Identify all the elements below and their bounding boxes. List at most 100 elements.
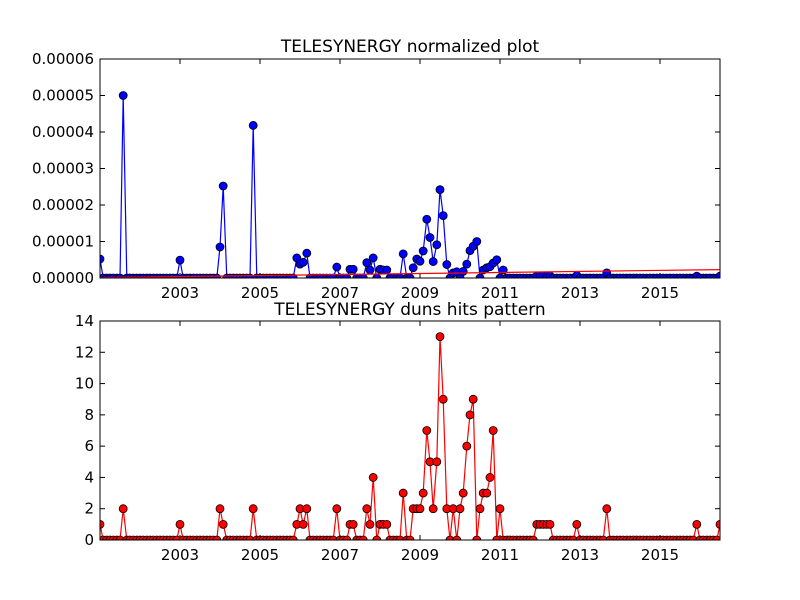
normalized-series-point xyxy=(715,271,720,278)
plot-border xyxy=(99,58,721,279)
hits-series-point xyxy=(365,519,375,529)
hits-series-point xyxy=(115,535,125,540)
plot-area xyxy=(99,58,721,279)
x-tick-label: 2009 xyxy=(401,284,439,302)
hits-series-point xyxy=(438,394,448,404)
normalized-series-point xyxy=(415,256,425,266)
hits-series-point xyxy=(458,488,468,498)
hits-series-point xyxy=(572,519,582,529)
hits-series-point xyxy=(712,535,720,540)
x-tick-label: 2015 xyxy=(641,284,679,302)
hits-series-point xyxy=(428,504,438,514)
normalized-series-point xyxy=(472,237,482,246)
hits-series-point xyxy=(545,519,555,529)
x-tick-label: 2003 xyxy=(161,546,199,564)
normalized-series-point xyxy=(438,211,448,220)
normalized-series-point xyxy=(218,181,228,191)
y-tick-label: 6 xyxy=(84,437,94,455)
y-tick-label: 0.00005 xyxy=(32,87,94,105)
x-tick-label: 2011 xyxy=(481,546,519,564)
hits-series-point xyxy=(372,535,382,540)
normalized-series-point xyxy=(302,248,312,258)
hits-series-point xyxy=(528,535,538,540)
x-tick-label: 2013 xyxy=(561,284,599,302)
normalized-series-point xyxy=(365,265,375,275)
hits-series-point xyxy=(362,504,372,514)
hits-series-point xyxy=(488,426,498,435)
plot-marks xyxy=(100,332,720,540)
hits-series-point xyxy=(492,535,502,540)
hits-series-point xyxy=(368,473,378,482)
y-tick-label: 0.00001 xyxy=(32,233,94,251)
normalized-series-point xyxy=(422,214,432,224)
normalized-series-point xyxy=(368,253,378,263)
hits-series-point xyxy=(715,519,720,529)
normalized-series-point xyxy=(215,242,225,252)
hits-series-point xyxy=(342,535,352,540)
normalized-series-point xyxy=(418,246,428,256)
hits-series-point xyxy=(688,535,698,540)
x-tick-label: 2013 xyxy=(561,546,599,564)
hits-series-point xyxy=(422,426,432,435)
hits-series-point xyxy=(468,394,478,404)
hits-series-point xyxy=(445,535,455,540)
y-tick-label: 0.00006 xyxy=(32,50,94,68)
hits-series-point xyxy=(465,410,475,420)
normalized-series-point xyxy=(118,91,128,100)
normalized-series-point xyxy=(362,258,372,268)
hits-series-point xyxy=(435,332,445,342)
x-tick-label: 2011 xyxy=(481,284,519,302)
normalized-series-point xyxy=(428,257,438,266)
plot-marks xyxy=(100,91,720,278)
hits-series-point xyxy=(332,504,342,514)
hits-series-point xyxy=(348,519,358,529)
hits-series-point xyxy=(175,519,185,529)
normalized-series-point xyxy=(398,249,408,259)
hits-series-point xyxy=(415,504,425,514)
hits-series-point xyxy=(602,504,612,514)
hits-series-point xyxy=(482,488,492,498)
y-tick-label: 0.00003 xyxy=(32,160,94,178)
hits-series-point xyxy=(212,535,222,540)
normalized-series-point xyxy=(348,264,358,274)
hits-series-point xyxy=(328,535,338,540)
hits-series-point xyxy=(692,519,702,529)
hits-series-point xyxy=(398,488,408,498)
hits-series-point xyxy=(358,535,368,540)
normalized-series-point xyxy=(495,273,505,278)
hits-series-point xyxy=(495,504,505,514)
x-tick-label: 2007 xyxy=(321,284,359,302)
duns-hits-panel: 0 2 4 6 8 10 12 14 2003 2005 2007 2009 2011 2013 2015 T… xyxy=(75,300,721,564)
y-tick-label: 0 xyxy=(84,531,94,549)
normalized-series-point xyxy=(492,255,502,265)
normalized-series-point xyxy=(175,255,185,265)
normalized-series-point xyxy=(442,260,452,269)
hits-series-point xyxy=(418,488,428,498)
hits-series-point xyxy=(172,535,182,540)
hits-series-point xyxy=(215,504,225,514)
normalized-series-point xyxy=(298,257,308,267)
normalized-series-point xyxy=(332,262,342,272)
hits-series-point xyxy=(405,535,415,540)
x-tick-label: 2009 xyxy=(401,546,439,564)
hits-series-point xyxy=(462,441,472,451)
normalized-series-point xyxy=(458,267,468,276)
y-tick-label: 0.00002 xyxy=(32,196,94,214)
hits-series-point xyxy=(100,519,105,529)
normalized-series-point xyxy=(435,185,445,195)
y-tick-label: 14 xyxy=(75,312,94,330)
hits-series-point xyxy=(455,504,465,514)
hits-series-point xyxy=(118,504,128,514)
plot-border xyxy=(99,320,721,541)
hits-series-point xyxy=(485,473,495,482)
x-tick-label: 2015 xyxy=(641,546,679,564)
normalized-series-point xyxy=(382,265,392,275)
hits-series-point xyxy=(248,504,258,514)
x-tick-label: 2007 xyxy=(321,546,359,564)
y-tick-label: 0.00000 xyxy=(32,269,94,287)
normalized-series-point xyxy=(408,263,418,273)
hits-series-point xyxy=(218,519,228,529)
normalized-series-point xyxy=(425,233,435,242)
normalized-plot-title: TELESYNERGY normalized plot xyxy=(280,37,540,57)
